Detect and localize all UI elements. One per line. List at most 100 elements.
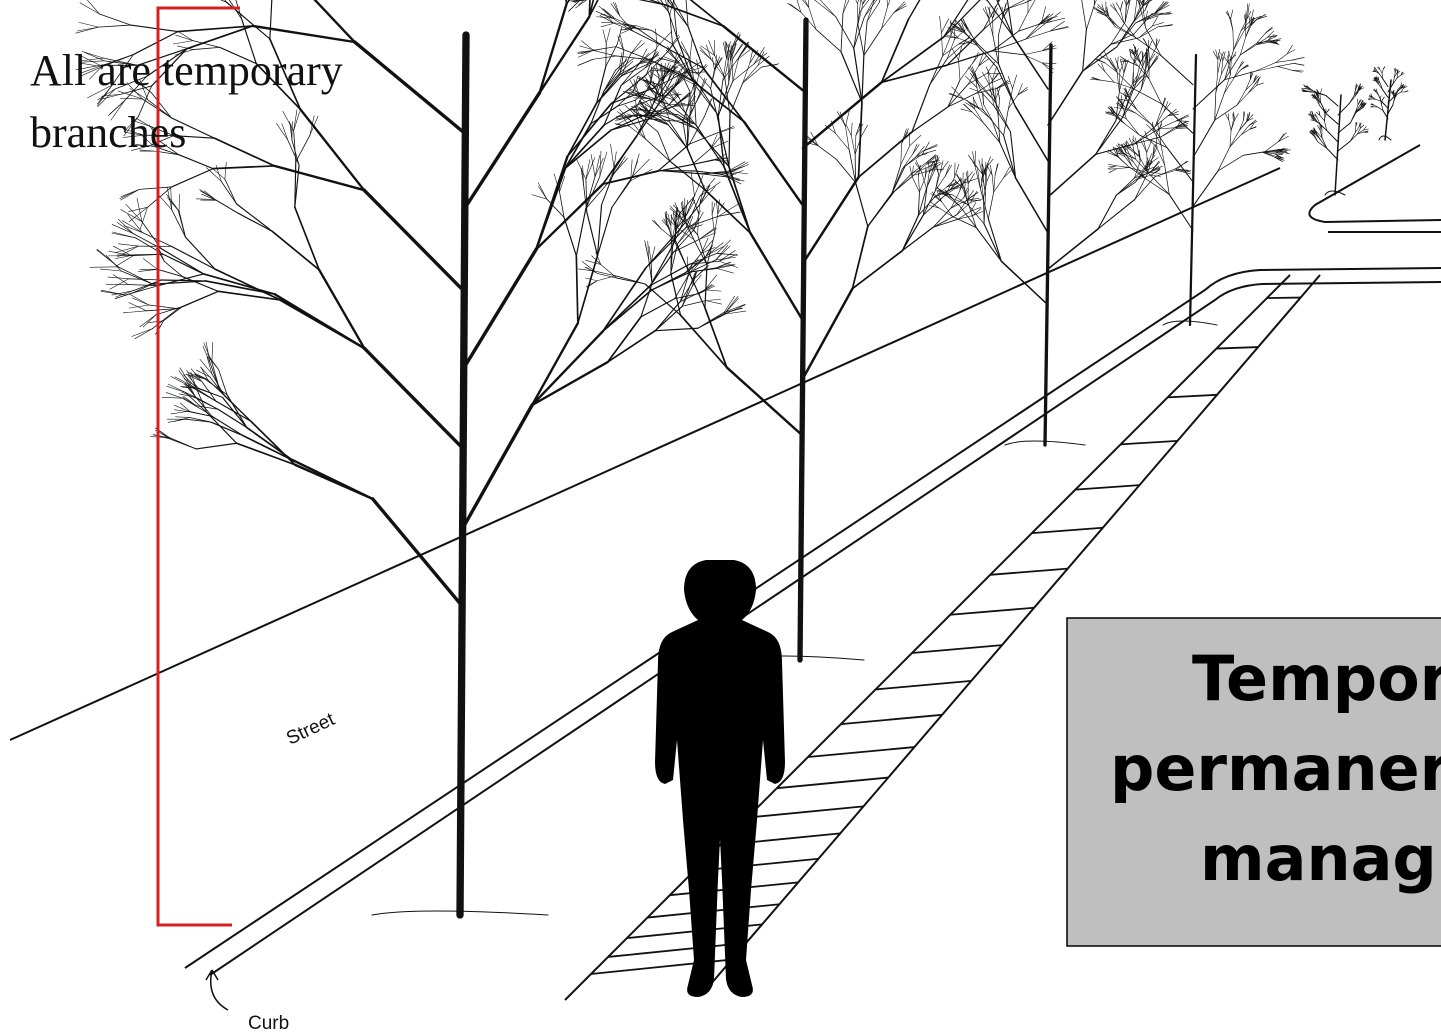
illustration: All are temporary branches Street Curb T… (0, 0, 1441, 1034)
branch (868, 193, 892, 226)
branch (288, 140, 299, 165)
branch (912, 85, 930, 133)
branch (1161, 104, 1193, 134)
branch (1161, 129, 1176, 137)
branch (1086, 5, 1094, 30)
tree (1302, 84, 1369, 195)
branch (1266, 28, 1273, 33)
branch (1215, 93, 1216, 121)
branch (80, 3, 100, 14)
branch (636, 28, 663, 46)
branch (1015, 106, 1048, 161)
branch (1120, 10, 1124, 23)
branch (355, 42, 463, 132)
branch (658, 132, 670, 161)
page: {"annotation": {"line1": "All are tempor… (0, 0, 1441, 1034)
branch (176, 35, 193, 41)
branch (986, 171, 987, 182)
branch (902, 215, 923, 251)
branch (121, 189, 139, 196)
slab-line (1216, 347, 1258, 349)
branch (1380, 69, 1382, 73)
branch (225, 162, 226, 179)
branch (100, 269, 121, 271)
branch (615, 276, 645, 284)
branch (1016, 178, 1048, 233)
branch (1383, 79, 1388, 87)
curb-arrow (206, 970, 228, 1010)
branch (118, 244, 138, 246)
branch (99, 25, 131, 27)
branch (912, 162, 927, 173)
branch (867, 1, 874, 21)
branch (661, 229, 675, 241)
branch (1231, 10, 1233, 18)
branch (905, 151, 923, 166)
branch (1028, 0, 1035, 13)
branch (586, 281, 597, 287)
branch (1230, 60, 1231, 74)
branch (606, 28, 610, 43)
branch (711, 88, 718, 118)
branch (1048, 71, 1083, 125)
branch (178, 31, 193, 40)
branch (854, 12, 860, 48)
branch (716, 257, 736, 260)
branch (1110, 5, 1116, 12)
branch (733, 64, 754, 81)
branch (1383, 90, 1388, 98)
branch (612, 181, 631, 208)
annotation-text: All are temporary (30, 46, 343, 95)
branch (687, 269, 705, 308)
branch (633, 31, 663, 46)
branch (615, 3, 619, 16)
branch (729, 114, 730, 166)
branch (602, 170, 615, 205)
branch (161, 280, 205, 281)
slab-line (1121, 441, 1178, 445)
branch (1083, 30, 1087, 72)
branch (851, 123, 852, 136)
tree (1090, 0, 1304, 325)
branch (79, 22, 99, 27)
branch (1108, 164, 1117, 165)
branch (122, 221, 142, 233)
branch (1233, 30, 1234, 50)
branch (1320, 116, 1324, 121)
branch (1139, 27, 1158, 38)
branch (183, 277, 219, 292)
branch (998, 0, 1011, 3)
branch (1326, 113, 1338, 124)
branch (892, 166, 905, 194)
branch (1145, 179, 1169, 195)
branch (577, 160, 586, 179)
branch (1326, 95, 1338, 106)
branch (919, 178, 925, 192)
branch (171, 376, 191, 386)
branch (282, 123, 288, 140)
branch (1106, 12, 1115, 26)
branch (856, 182, 868, 226)
branch (112, 224, 133, 233)
branch (1235, 114, 1239, 121)
branch (874, 0, 884, 1)
branch (1095, 0, 1102, 5)
trunk (800, 20, 806, 660)
branch (123, 311, 146, 313)
branch (958, 216, 973, 220)
branch (1098, 64, 1105, 71)
branch (972, 52, 978, 63)
branch (168, 384, 185, 392)
branch (1278, 66, 1293, 70)
branch (1043, 46, 1056, 51)
branch (994, 175, 995, 192)
branch (819, 0, 836, 17)
branch (196, 443, 236, 449)
branch (944, 0, 972, 37)
branch (1292, 57, 1304, 60)
branch (270, 0, 272, 39)
branch (1338, 141, 1350, 151)
branch (253, 26, 355, 42)
branch (149, 305, 178, 309)
branch (816, 29, 841, 51)
